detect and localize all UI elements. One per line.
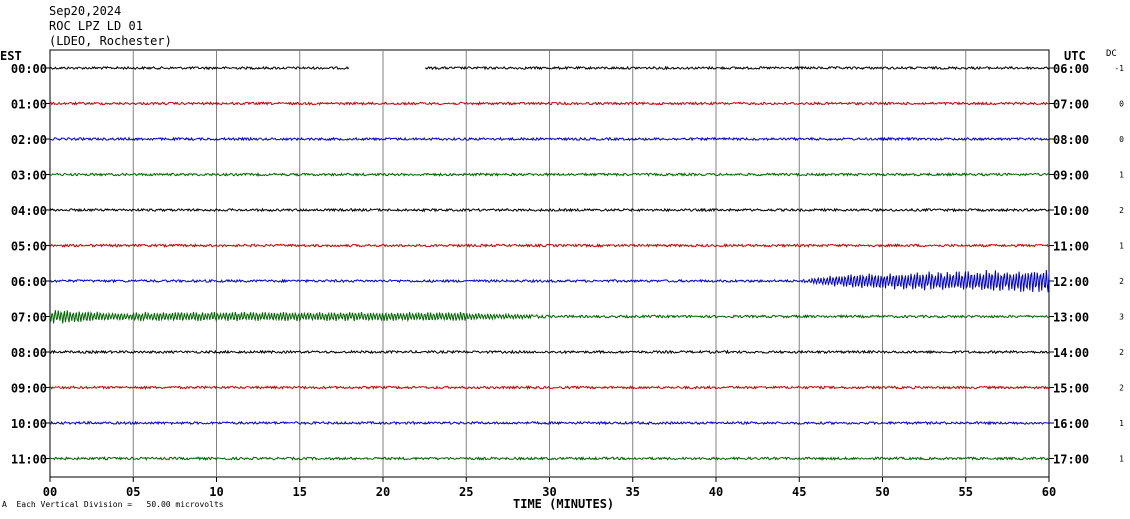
x-tick-label: 40 (709, 485, 723, 499)
dc-value: 0 (1119, 135, 1124, 144)
header-network: (LDEO, Rochester) (49, 34, 172, 48)
est-row-label: 06:00 (11, 275, 47, 289)
dc-value: -1 (1114, 64, 1124, 73)
utc-row-label: 08:00 (1053, 133, 1089, 147)
dc-value: 2 (1119, 348, 1124, 357)
corner-mark: A (2, 500, 7, 509)
x-tick-label: 05 (126, 485, 140, 499)
utc-label: UTC (1064, 49, 1086, 63)
est-row-label: 08:00 (11, 346, 47, 360)
utc-row-label: 07:00 (1053, 98, 1089, 112)
scale-text: Each Vertical Division = 50.00 microvolt… (16, 500, 224, 509)
x-tick-label: 20 (376, 485, 390, 499)
utc-row-label: 10:00 (1053, 204, 1089, 218)
x-tick-label: 55 (959, 485, 973, 499)
dc-label: DC (1106, 49, 1117, 59)
est-row-label: 00:00 (11, 62, 47, 76)
dc-value: 1 (1119, 171, 1124, 180)
plot-grid (49, 49, 1050, 478)
est-row-label: 02:00 (11, 133, 47, 147)
x-tick-label: 10 (209, 485, 223, 499)
est-row-label: 10:00 (11, 417, 47, 431)
trace-0300 (49, 172, 1050, 177)
row-labels: 00:00 06:00 -1 01:00 07:00 0 02:00 08:00 0 03:00 0… (11, 62, 1124, 467)
est-row-label: 09:00 (11, 382, 47, 396)
trace-0400 (49, 207, 1050, 213)
x-tick-label: 00 (43, 485, 57, 499)
x-axis-title: TIME (MINUTES) (513, 497, 615, 511)
header-date: Sep20,2024 (49, 4, 122, 18)
trace-0500 (49, 243, 1050, 248)
x-tick-label: 45 (792, 485, 806, 499)
trace-1000 (49, 420, 1050, 426)
dc-value: 1 (1119, 242, 1124, 251)
utc-row-label: 16:00 (1053, 417, 1089, 431)
utc-row-label: 09:00 (1053, 169, 1089, 183)
x-tick-label: 15 (293, 485, 307, 499)
x-tick-label: 50 (875, 485, 889, 499)
utc-row-label: 06:00 (1053, 62, 1089, 76)
dc-value: 2 (1119, 206, 1124, 215)
trace-0900 (49, 384, 1050, 391)
dc-value: 0 (1119, 100, 1124, 109)
utc-row-label: 15:00 (1053, 382, 1089, 396)
est-row-label: 04:00 (11, 204, 47, 218)
trace-0600 (49, 269, 1050, 293)
utc-row-label: 13:00 (1053, 311, 1089, 325)
trace-0200 (49, 136, 1050, 142)
dc-value: 1 (1119, 419, 1124, 428)
trace-0000 (49, 65, 1050, 71)
utc-row-label: 11:00 (1053, 240, 1089, 254)
est-row-label: 11:00 (11, 453, 47, 467)
dc-value: 2 (1119, 384, 1124, 393)
est-row-label: 01:00 (11, 98, 47, 112)
x-tick-label: 60 (1042, 485, 1056, 499)
utc-row-label: 14:00 (1053, 346, 1089, 360)
x-tick-label: 35 (626, 485, 640, 499)
est-row-label: 05:00 (11, 240, 47, 254)
est-row-label: 03:00 (11, 169, 47, 183)
est-row-label: 07:00 (11, 311, 47, 325)
utc-row-label: 17:00 (1053, 453, 1089, 467)
utc-row-label: 12:00 (1053, 275, 1089, 289)
trace-group (49, 65, 1050, 461)
est-label: EST (0, 49, 22, 63)
dc-value: 3 (1119, 313, 1124, 322)
dc-value: 1 (1119, 455, 1124, 464)
dc-value: 2 (1119, 277, 1124, 286)
header-station: ROC LPZ LD 01 (49, 19, 143, 33)
trace-0800 (49, 349, 1050, 355)
trace-1100 (49, 456, 1050, 461)
x-tick-label: 30 (542, 485, 556, 499)
trace-0700 (49, 310, 1050, 324)
x-axis-ticks: 00 05 10 15 20 25 30 35 40 45 50 55 60 (43, 477, 1056, 499)
trace-0100 (49, 101, 1050, 106)
scale-note: A Each Vertical Division = 50.00 microvo… (2, 500, 224, 509)
x-tick-label: 25 (459, 485, 473, 499)
